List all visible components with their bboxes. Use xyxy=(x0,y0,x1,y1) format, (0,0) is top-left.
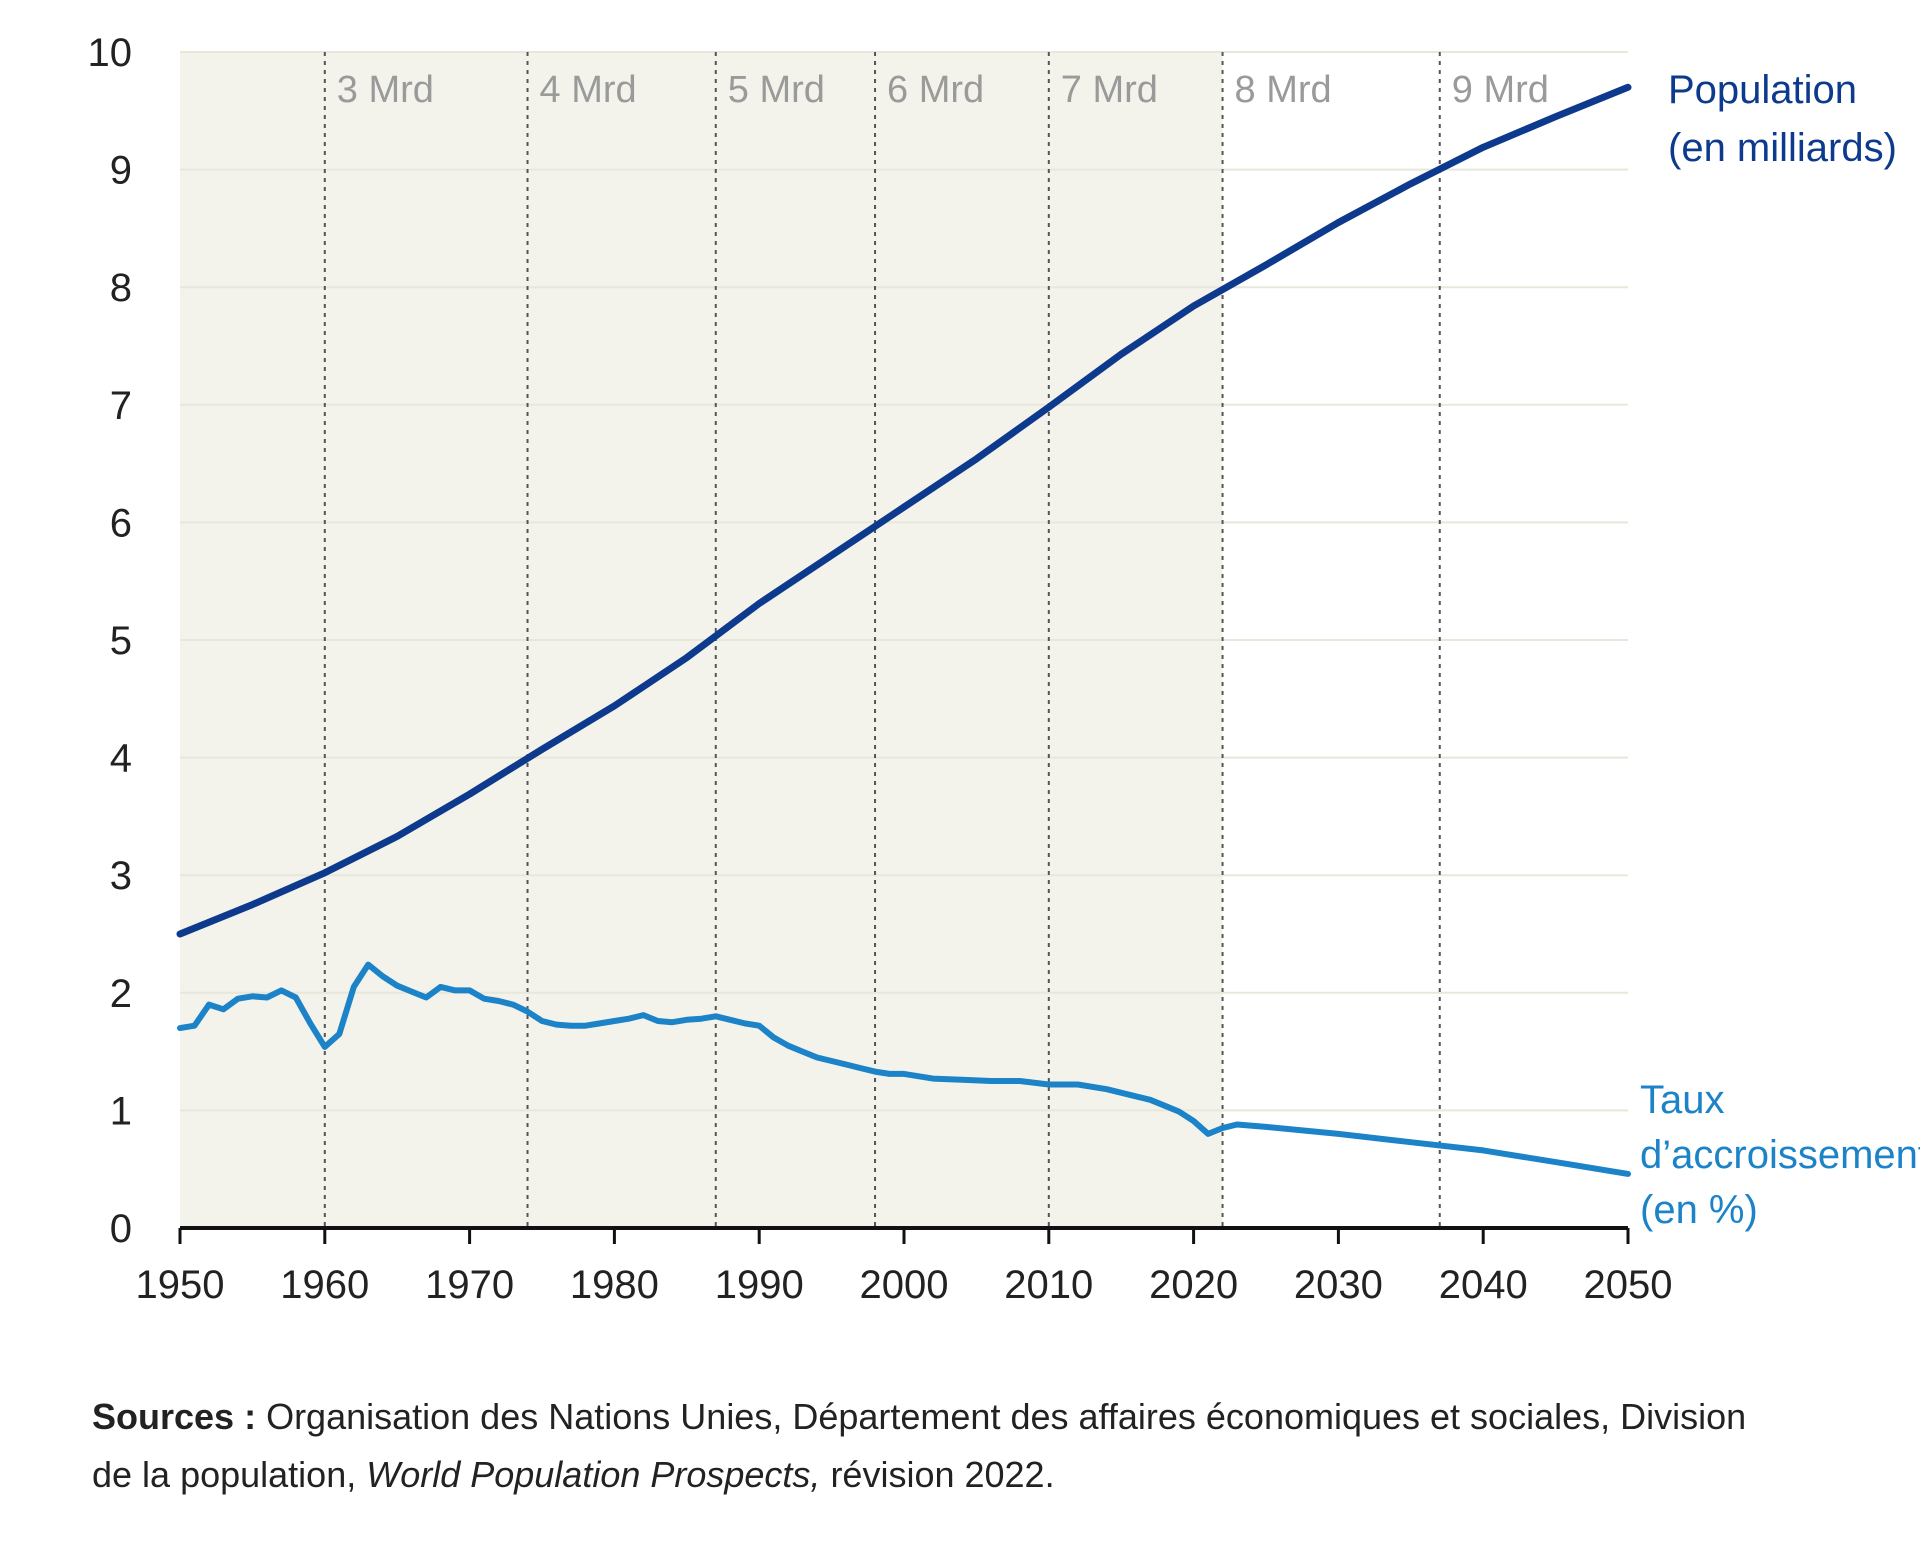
x-tick-label: 1970 xyxy=(425,1263,514,1307)
growth-rate-series-label-line: Taux xyxy=(1640,1078,1725,1122)
growth-rate-line xyxy=(177,961,1631,1177)
milestone-label: 6 Mrd xyxy=(887,69,984,111)
source-label: Sources : xyxy=(92,1396,257,1437)
x-tick-label: 2040 xyxy=(1439,1263,1528,1307)
y-tick-label: 2 xyxy=(110,972,132,1016)
population-series-label-line: (en milliards) xyxy=(1668,126,1897,170)
chart-svg: 3 Mrd 4 Mrd 5 Mrd 6 Mrd 7 Mrd 8 Mrd 9 Mrd 0 1 2 3… xyxy=(88,31,1920,1307)
source-text-2: révision 2022. xyxy=(820,1454,1055,1495)
y-tick-label: 6 xyxy=(110,501,132,545)
y-tick-label: 1 xyxy=(110,1089,132,1133)
population-line xyxy=(176,83,1632,938)
x-tick-label: 2000 xyxy=(860,1263,949,1307)
x-tick-label: 2050 xyxy=(1584,1263,1673,1307)
x-tick-label: 1960 xyxy=(280,1263,369,1307)
gridlines xyxy=(180,51,1628,1112)
milestone-label: 8 Mrd xyxy=(1235,69,1332,111)
milestone-label: 7 Mrd xyxy=(1061,69,1158,111)
axes: 0 1 2 3 4 5 6 7 8 9 10 1950 1960 1970 1980 1990 2000 2010… xyxy=(88,31,1673,1307)
y-tick-label: 5 xyxy=(110,619,132,663)
growth-rate-series-label-line: (en %) xyxy=(1640,1188,1758,1232)
y-tick-label: 4 xyxy=(110,737,132,781)
population-series-label-line: Population xyxy=(1668,68,1857,112)
growth-rate-series-label-line: d’accroissement xyxy=(1640,1133,1920,1177)
series-lines xyxy=(176,83,1632,1177)
milestone-label: 9 Mrd xyxy=(1452,69,1549,111)
milestone-label: 3 Mrd xyxy=(337,69,434,111)
y-tick-label: 10 xyxy=(88,31,133,75)
milestone-lines: 3 Mrd 4 Mrd 5 Mrd 6 Mrd 7 Mrd 8 Mrd 9 Mrd xyxy=(323,52,1549,1228)
x-tick-label: 1990 xyxy=(715,1263,804,1307)
y-tick-label: 7 xyxy=(110,384,132,428)
source-text-1: Organisation des Nations Unies, Départem… xyxy=(92,1396,1747,1495)
y-tick-label: 0 xyxy=(110,1207,132,1251)
milestone-label: 5 Mrd xyxy=(728,69,825,111)
y-tick-label: 8 xyxy=(110,266,132,310)
growth-rate-series-label: Taux d’accroissement (en %) xyxy=(1640,1078,1920,1232)
y-tick-label: 3 xyxy=(110,854,132,898)
source-publication-title: World Population Prospects, xyxy=(366,1454,821,1495)
x-tick-label: 1950 xyxy=(136,1263,225,1307)
series-labels: Population (en milliards) Taux d’accroissem… xyxy=(1640,68,1920,1232)
x-tick-label: 2030 xyxy=(1294,1263,1383,1307)
x-tick-label: 2010 xyxy=(1004,1263,1093,1307)
source-note: Sources : Organisation des Nations Unies… xyxy=(92,1388,1792,1504)
population-series-label: Population (en milliards) xyxy=(1668,68,1897,170)
milestone-label: 4 Mrd xyxy=(540,69,637,111)
x-tick-label: 2020 xyxy=(1149,1263,1238,1307)
x-tick-label: 1980 xyxy=(570,1263,659,1307)
y-tick-label: 9 xyxy=(110,149,132,193)
